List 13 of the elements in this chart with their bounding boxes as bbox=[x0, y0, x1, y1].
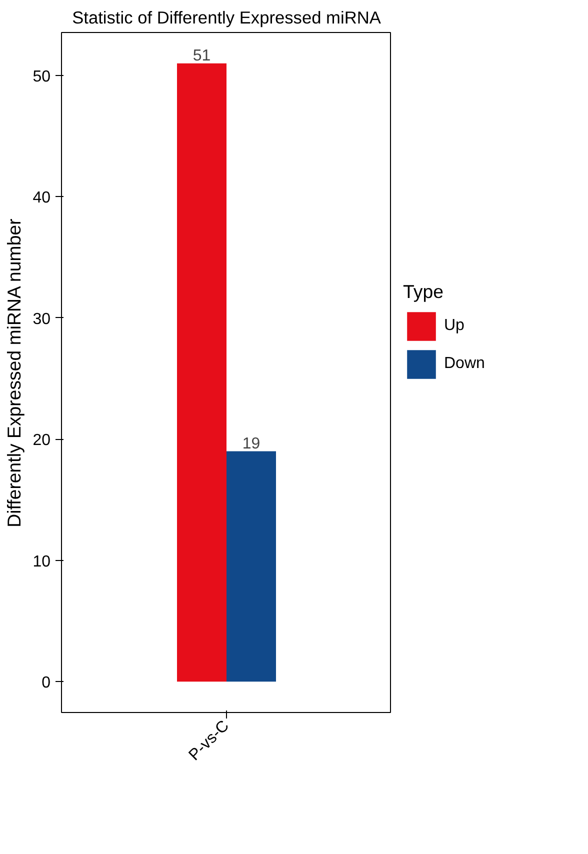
y-tick-label: 0 bbox=[42, 674, 51, 692]
y-axis-title: Differently Expressed miRNA number bbox=[4, 218, 25, 528]
y-tick-label: 40 bbox=[32, 190, 51, 207]
chart-title: Statistic of Differently Expressed miRNA bbox=[72, 8, 382, 28]
legend-label: Down bbox=[444, 355, 485, 373]
y-tick-label: 20 bbox=[32, 432, 51, 450]
legend-title: Type bbox=[403, 281, 444, 303]
y-tick-label: 50 bbox=[32, 68, 51, 86]
data-label: 19 bbox=[242, 435, 260, 452]
y-tick-label: 30 bbox=[32, 310, 51, 328]
data-label: 51 bbox=[192, 47, 211, 64]
y-tick-label: 10 bbox=[32, 553, 51, 570]
legend-label: Up bbox=[444, 317, 464, 335]
